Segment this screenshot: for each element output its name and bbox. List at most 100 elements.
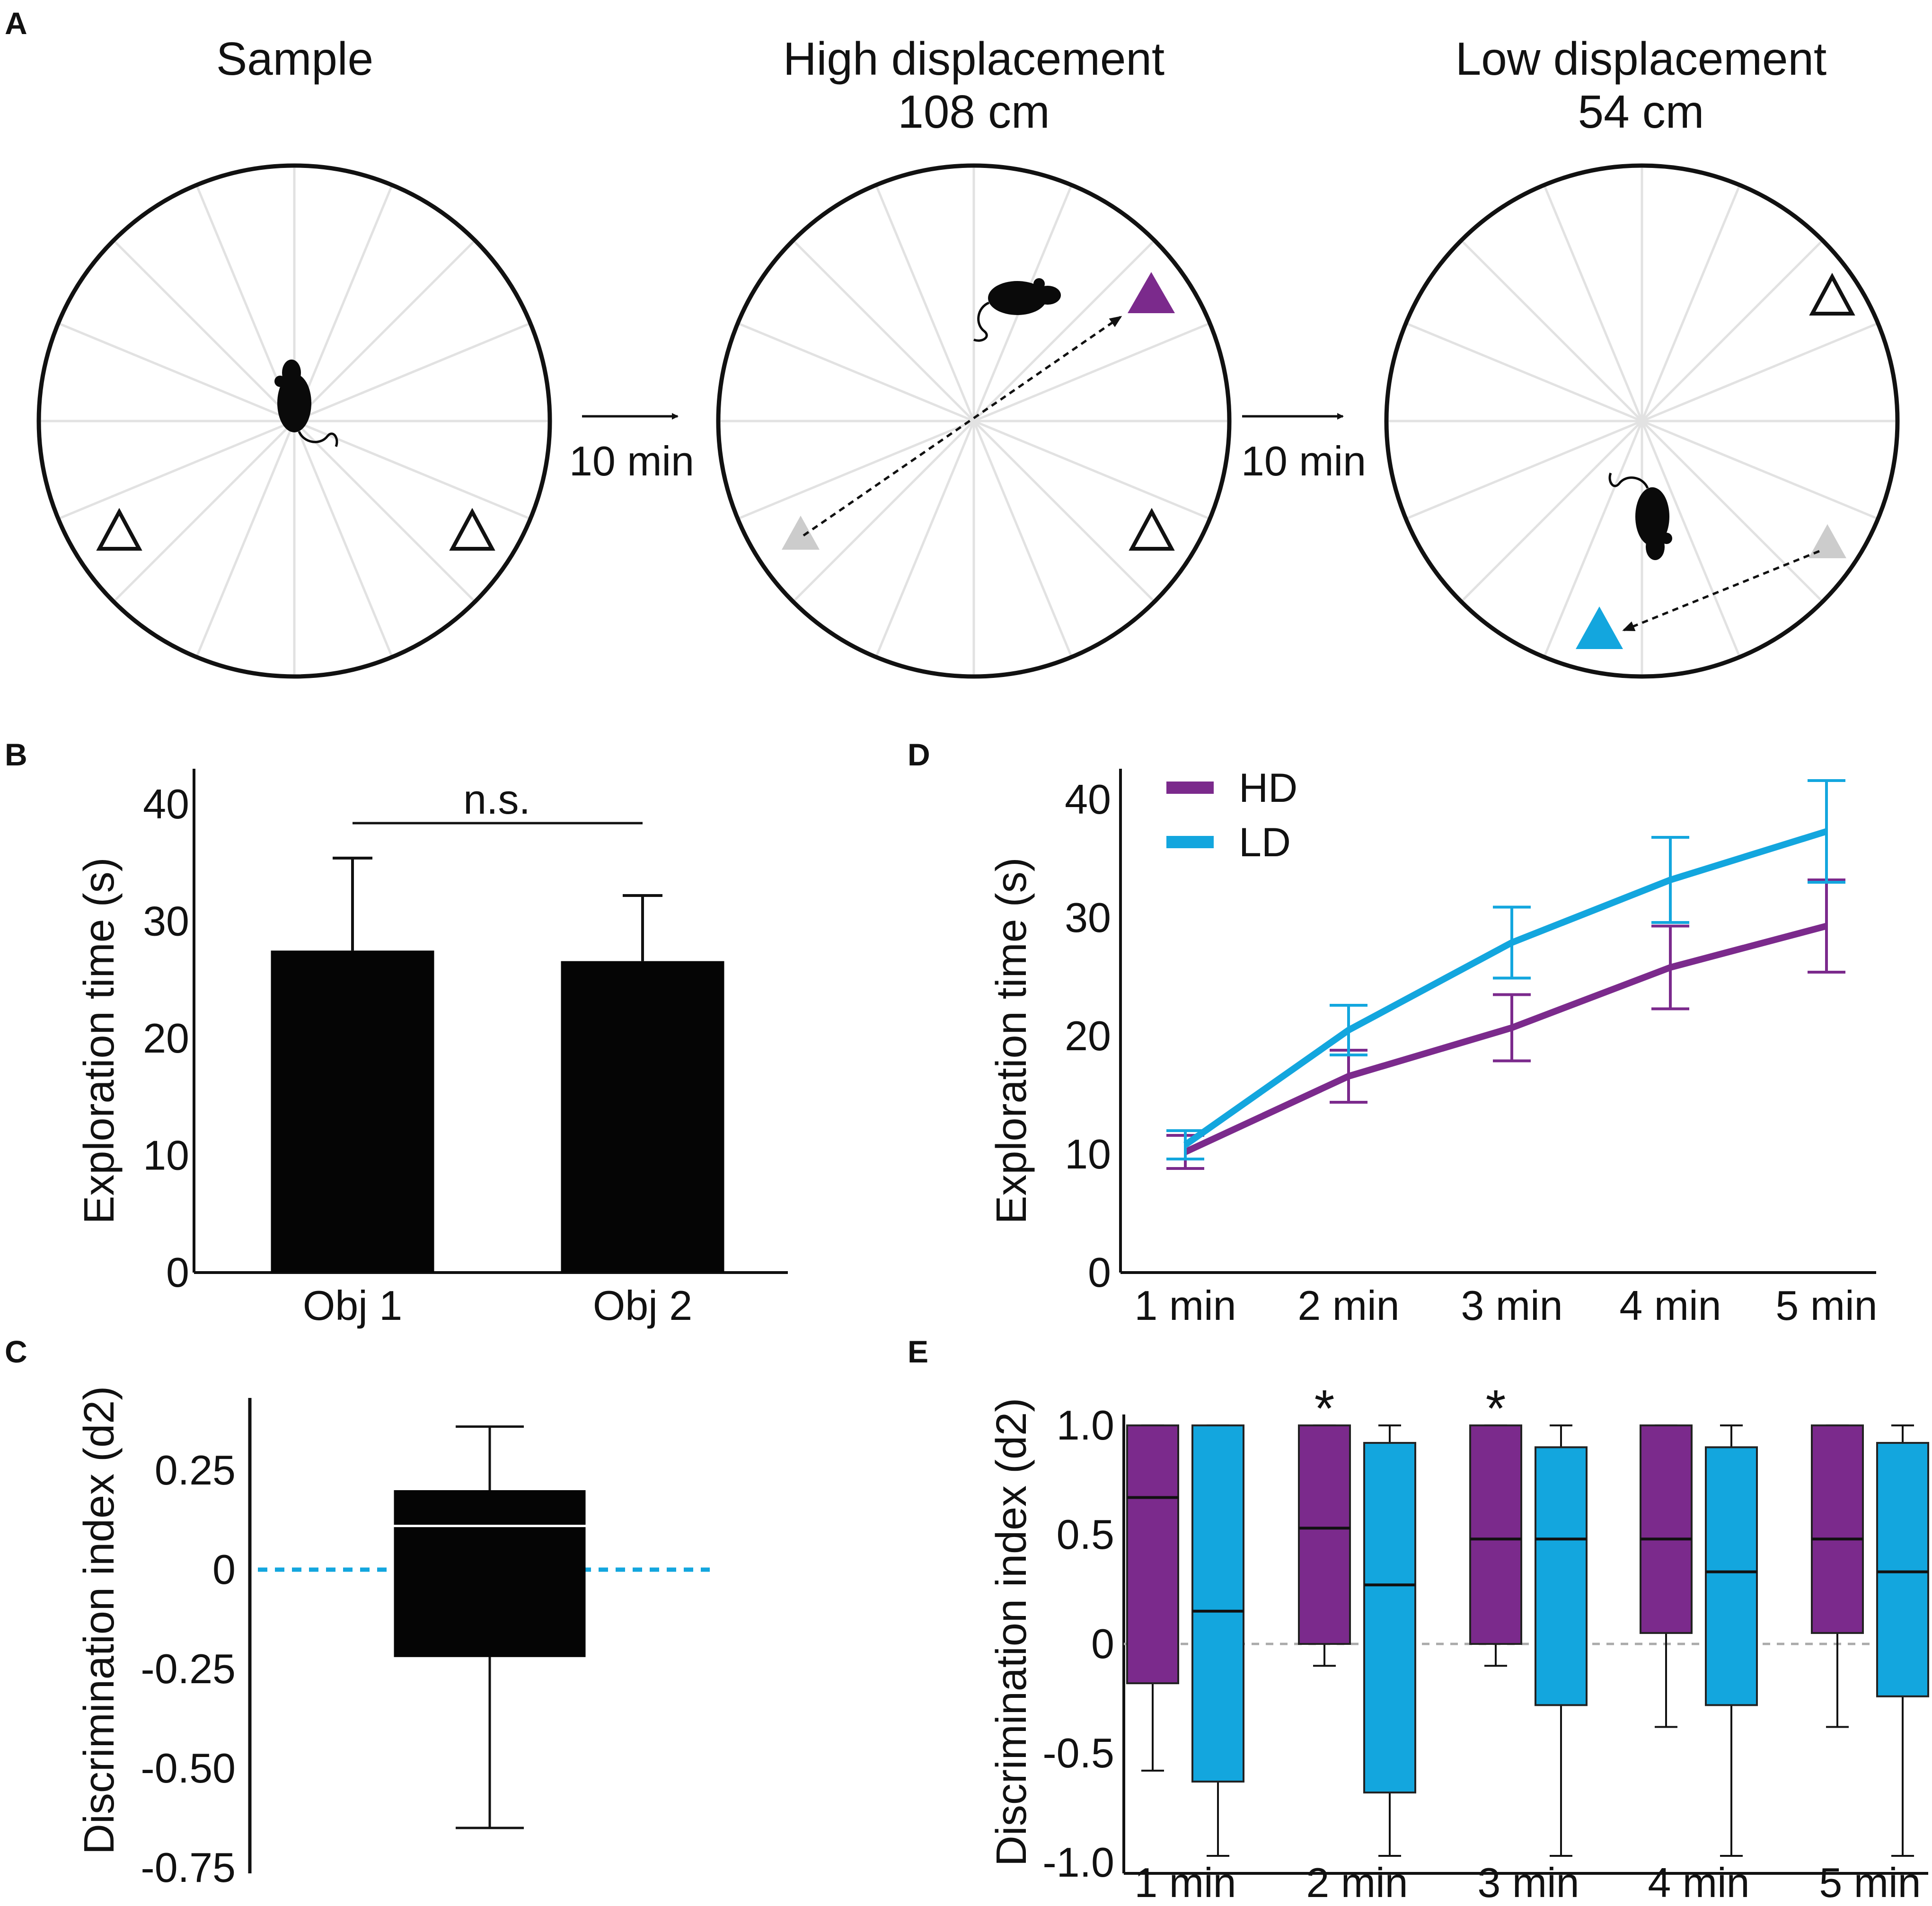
arena-spoke	[737, 420, 974, 520]
box-hd	[1126, 1424, 1179, 1685]
panel-b-ylabel: Exploration time (s)	[76, 857, 123, 1224]
arena-spoke	[1543, 421, 1643, 658]
y-tick-label: 10	[143, 1132, 189, 1179]
arena-spoke	[1460, 420, 1643, 603]
panel-c: C Discrimination index (d2) 0.25 0 -0.25 -0…	[5, 1334, 710, 1891]
box-hd	[1811, 1424, 1864, 1634]
panel-d-ylabel: Exploration time (s)	[988, 857, 1035, 1224]
y-tick-label: 0	[166, 1249, 189, 1296]
y-tick-label: 20	[1065, 1012, 1111, 1059]
displacement-arrow-hd	[803, 316, 1122, 537]
x-tick-label: 5 min	[1819, 1859, 1921, 1906]
x-tick-label: 4 min	[1619, 1282, 1721, 1329]
box-ld	[1191, 1424, 1244, 1783]
panel-e-ylabel: Discrimination index (d2)	[988, 1398, 1035, 1866]
x-tick-label: Obj 1	[303, 1282, 402, 1329]
arena-spoke	[875, 421, 975, 658]
arena-high-displacement	[716, 163, 1232, 679]
arena-spoke	[293, 420, 476, 603]
y-tick-label: -0.25	[141, 1645, 236, 1692]
object-triangle-left	[96, 508, 142, 551]
y-tick-label: -0.5	[1042, 1730, 1114, 1776]
arena-spoke	[113, 420, 295, 603]
x-tick-label: Obj 2	[593, 1282, 692, 1329]
significance-label: n.s.	[463, 776, 530, 823]
sample-title: Sample	[216, 33, 373, 85]
y-tick-label: -1.0	[1042, 1839, 1114, 1886]
arena-spoke	[1543, 184, 1643, 422]
panel-d: D Exploration time (s) 0 10 20 30 40 1 min 2 m…	[908, 737, 1878, 1329]
panel-b: B Exploration time (s) 0 10 20 30 40 Obj 1 Obj…	[5, 737, 788, 1329]
panel-b-label: B	[5, 737, 27, 772]
x-tick-label: 3 min	[1477, 1859, 1579, 1906]
arena-spoke	[293, 239, 476, 422]
object-original-location-hd	[782, 516, 820, 550]
delay-label-1: 10 min	[569, 438, 694, 484]
y-tick-label: 0	[1091, 1620, 1114, 1667]
arena-spoke	[58, 420, 295, 520]
arena-wall	[716, 163, 1232, 679]
arena-spoke	[113, 239, 295, 422]
bar	[271, 950, 434, 1273]
x-tick-label: 1 min	[1134, 1282, 1236, 1329]
box-ld	[1535, 1446, 1588, 1706]
box-ld	[1876, 1442, 1929, 1697]
x-tick-label: 4 min	[1648, 1859, 1749, 1906]
arena-spoke	[1641, 420, 1879, 520]
y-tick-label: 1.0	[1057, 1402, 1114, 1449]
ld-distance: 54 cm	[1578, 86, 1704, 138]
arena-spoke	[875, 184, 975, 422]
y-tick-label: -0.75	[141, 1844, 236, 1891]
panel-a-label: A	[5, 6, 27, 41]
object-moved-hd	[1128, 272, 1175, 313]
box-hd	[1298, 1424, 1351, 1645]
legend-label: HD	[1239, 765, 1297, 811]
y-tick-label: -0.50	[141, 1745, 236, 1792]
arena-spoke	[294, 322, 531, 422]
arena-spoke	[973, 239, 1156, 422]
y-tick-label: 0	[212, 1546, 236, 1593]
arena-wall	[36, 163, 552, 679]
series-line-ld	[1183, 828, 1828, 1148]
delay-label-2: 10 min	[1241, 438, 1366, 484]
displacement-arrow-ld	[1622, 550, 1820, 632]
arena-spoke	[1641, 239, 1824, 422]
panel-e: E Discrimination index (d2) 1.0 0.5 0 -0.5 -…	[908, 1334, 1929, 1906]
arena-wall	[1384, 163, 1900, 679]
arena-spoke	[973, 420, 1156, 603]
x-tick-label: 5 min	[1775, 1282, 1877, 1329]
arena-spoke	[792, 239, 975, 422]
box-ld	[1363, 1442, 1416, 1794]
arena-spoke	[1405, 420, 1642, 520]
arena-spoke	[195, 421, 296, 658]
object-stationary-ld	[1809, 272, 1855, 316]
arena-spoke	[1641, 184, 1741, 422]
legend-label: LD	[1239, 820, 1291, 865]
y-tick-label: 0.25	[155, 1447, 236, 1493]
arena-spoke	[972, 421, 1073, 658]
box-hd	[1469, 1424, 1522, 1645]
y-tick-label: 40	[143, 781, 189, 827]
arena-low-displacement	[1384, 163, 1900, 679]
y-tick-label: 0	[1088, 1249, 1111, 1296]
bar	[561, 961, 724, 1273]
arena-spoke	[1460, 239, 1643, 422]
panel-a: A Sample High displacement 108 cm Low di…	[5, 6, 1900, 679]
arena-spoke	[1641, 421, 1741, 658]
object-original-location-ld	[1808, 524, 1846, 558]
panel-e-label: E	[908, 1334, 928, 1369]
arena-spoke	[737, 322, 974, 422]
y-tick-label: 10	[1065, 1131, 1111, 1177]
mouse-icon	[974, 278, 1061, 341]
arena-spoke	[1641, 322, 1879, 422]
x-tick-label: 2 min	[1306, 1859, 1408, 1906]
object-stationary-hd	[1129, 508, 1175, 551]
x-tick-label: 2 min	[1297, 1282, 1399, 1329]
arena-spoke	[293, 184, 393, 422]
arena-spoke	[792, 420, 975, 603]
box-hd	[1640, 1424, 1693, 1634]
arena-spoke	[973, 420, 1210, 520]
arena-spoke	[1405, 322, 1642, 422]
panel-c-ylabel: Discrimination index (d2)	[76, 1386, 123, 1854]
